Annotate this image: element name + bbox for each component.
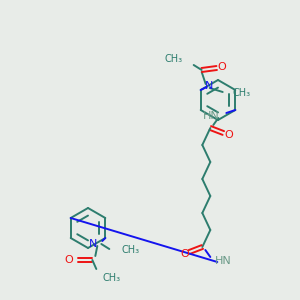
Text: CH₃: CH₃ <box>233 88 251 98</box>
Text: O: O <box>64 255 73 265</box>
Text: HN: HN <box>215 256 232 266</box>
Text: CH₃: CH₃ <box>165 54 183 64</box>
Text: CH₃: CH₃ <box>121 245 140 255</box>
Text: O: O <box>180 249 189 259</box>
Text: O: O <box>217 62 226 72</box>
Text: CH₃: CH₃ <box>102 273 120 283</box>
Text: O: O <box>224 130 233 140</box>
Text: N: N <box>205 81 213 91</box>
Text: N: N <box>89 239 97 249</box>
Text: HN: HN <box>202 111 219 121</box>
